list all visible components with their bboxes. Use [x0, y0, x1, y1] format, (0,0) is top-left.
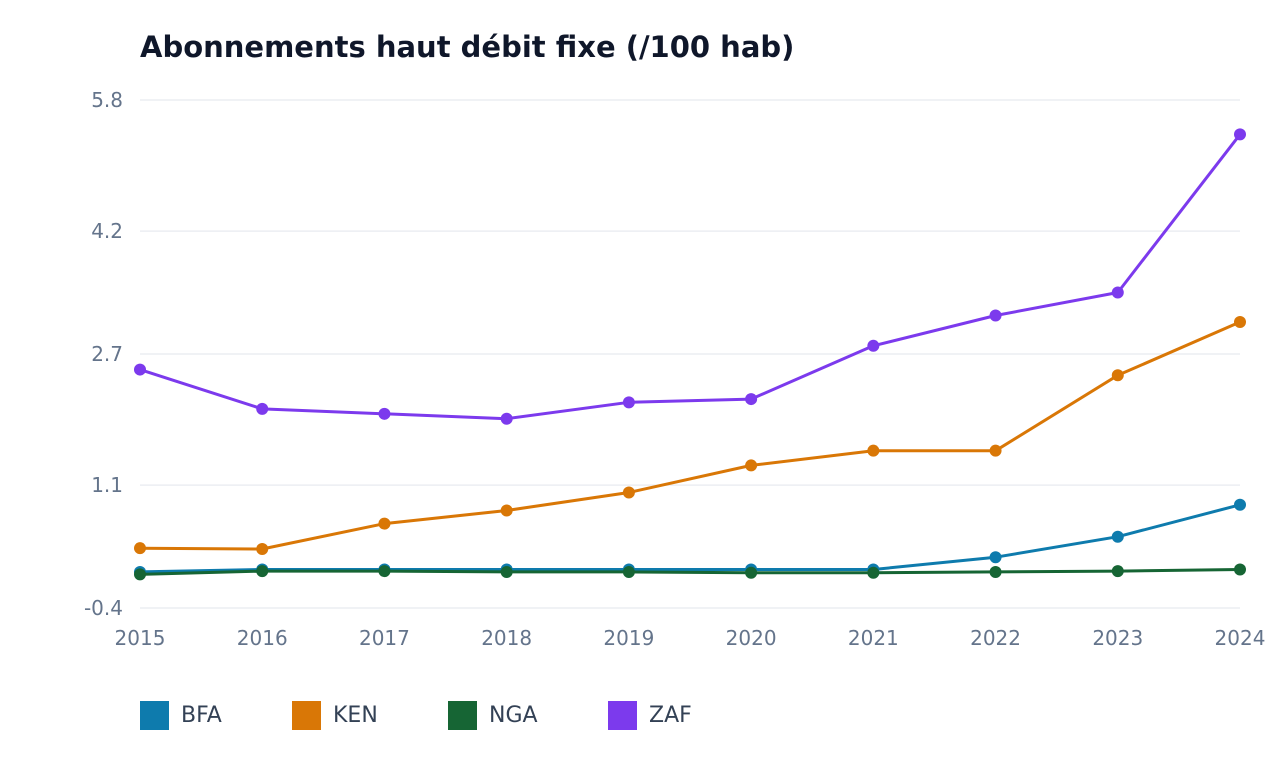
y-tick-label: 2.7 — [91, 342, 123, 366]
legend-item-zaf[interactable]: ZAF — [608, 700, 728, 730]
data-point-zaf[interactable] — [134, 363, 146, 376]
data-point-ken[interactable] — [500, 504, 513, 517]
data-point-nga[interactable] — [867, 566, 880, 579]
data-point-zaf[interactable] — [1111, 286, 1124, 299]
data-point-zaf[interactable] — [256, 402, 269, 415]
data-point-zaf[interactable] — [989, 309, 1002, 322]
y-tick-label: 5.8 — [91, 88, 123, 112]
legend-swatch — [140, 700, 169, 730]
series-bfa — [134, 498, 1246, 578]
data-point-nga[interactable] — [1234, 563, 1246, 576]
x-tick-label: 2023 — [1092, 626, 1143, 650]
line-chart: 5.8 4.2 2.7 1.1 -0.4 2015 2016 2017 2018 2019 202… — [84, 88, 1266, 650]
data-point-ken[interactable] — [378, 517, 391, 530]
series-zaf — [134, 128, 1246, 425]
data-point-ken[interactable] — [1234, 316, 1246, 329]
legend-item-bfa[interactable]: BFA — [140, 700, 292, 730]
data-point-ken[interactable] — [622, 486, 635, 499]
data-point-ken[interactable] — [256, 543, 269, 556]
series-line-nga — [138, 568, 1242, 576]
data-point-nga[interactable] — [745, 566, 758, 579]
y-tick-label: 1.1 — [91, 473, 123, 497]
series-nga — [134, 563, 1246, 581]
x-tick-label: 2019 — [603, 626, 654, 650]
x-tick-label: 2016 — [237, 626, 288, 650]
series-line-zaf — [138, 132, 1242, 421]
series-line-ken — [138, 320, 1242, 551]
series-lines — [134, 128, 1246, 581]
data-point-zaf[interactable] — [500, 412, 513, 425]
data-point-zaf[interactable] — [622, 396, 635, 409]
legend-item-nga[interactable]: NGA — [448, 700, 608, 730]
x-tick-label: 2015 — [115, 626, 166, 650]
data-point-bfa[interactable] — [1111, 530, 1124, 543]
data-point-ken[interactable] — [867, 444, 880, 457]
legend-label: KEN — [333, 702, 378, 728]
x-tick-label: 2018 — [481, 626, 532, 650]
data-point-nga[interactable] — [500, 565, 513, 578]
legend-label: ZAF — [649, 702, 692, 728]
y-tick-label: -0.4 — [84, 596, 123, 620]
legend-item-ken[interactable]: KEN — [292, 700, 448, 730]
data-point-zaf[interactable] — [867, 339, 880, 352]
x-axis-ticks: 2015 2016 2017 2018 2019 2020 2021 2022 2023 2024 — [115, 626, 1266, 650]
data-point-nga[interactable] — [1111, 565, 1124, 578]
data-point-nga[interactable] — [989, 565, 1002, 578]
chart-title: Abonnements haut débit fixe (/100 hab) — [140, 30, 795, 64]
data-point-ken[interactable] — [1111, 369, 1124, 382]
x-tick-label: 2024 — [1215, 626, 1266, 650]
legend-swatch — [608, 700, 637, 730]
x-tick-label: 2020 — [726, 626, 777, 650]
data-point-zaf[interactable] — [745, 393, 758, 406]
data-point-bfa[interactable] — [989, 551, 1002, 564]
data-point-ken[interactable] — [134, 542, 146, 555]
series-line-bfa — [138, 503, 1242, 574]
y-axis-ticks: 5.8 4.2 2.7 1.1 -0.4 — [84, 88, 123, 620]
y-tick-label: 4.2 — [91, 219, 123, 243]
x-tick-label: 2021 — [848, 626, 899, 650]
legend: BFA KEN NGA ZAF — [140, 700, 728, 730]
data-point-zaf[interactable] — [1234, 128, 1246, 141]
legend-label: NGA — [489, 702, 538, 728]
legend-swatch — [448, 700, 477, 730]
series-ken — [134, 316, 1246, 556]
legend-label: BFA — [181, 702, 222, 728]
x-tick-label: 2022 — [970, 626, 1021, 650]
data-point-ken[interactable] — [989, 444, 1002, 457]
legend-swatch — [292, 700, 321, 730]
data-point-bfa[interactable] — [1234, 498, 1246, 511]
data-point-nga[interactable] — [256, 565, 269, 578]
data-point-ken[interactable] — [745, 459, 758, 472]
data-point-nga[interactable] — [378, 565, 391, 578]
data-point-nga[interactable] — [622, 565, 635, 578]
gridlines — [140, 99, 1240, 609]
data-point-nga[interactable] — [134, 568, 146, 581]
x-tick-label: 2017 — [359, 626, 410, 650]
data-point-zaf[interactable] — [378, 407, 391, 420]
